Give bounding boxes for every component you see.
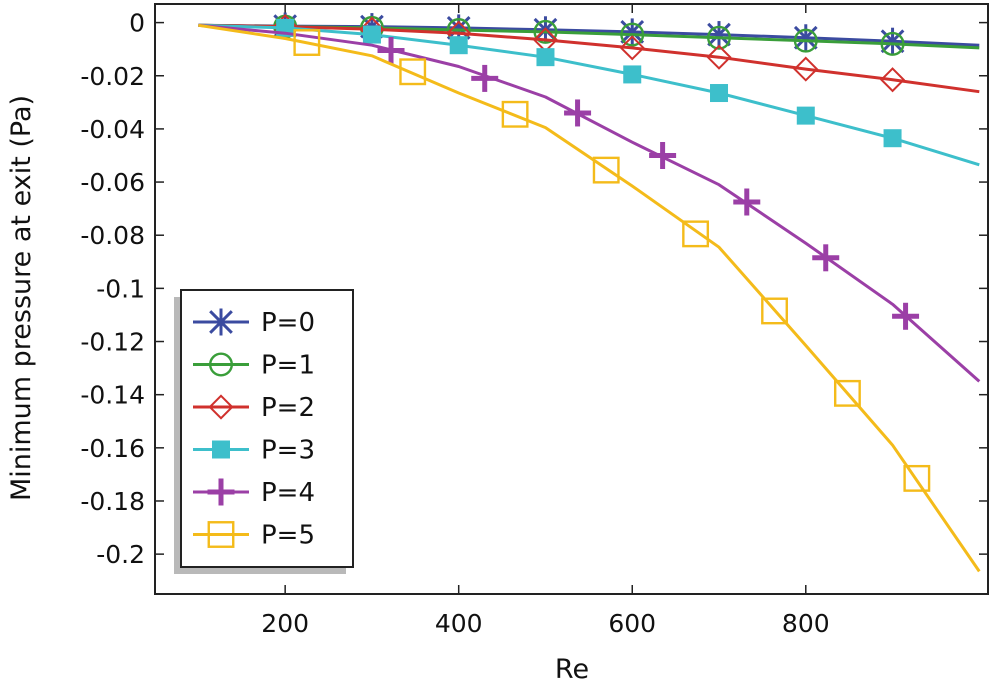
series-line — [198, 23, 980, 94]
y-tick-label: -0.14 — [80, 381, 145, 410]
y-axis-label: Minimum pressure at exit (Pa) — [6, 95, 37, 501]
series-marker — [707, 25, 732, 50]
legend-label: P=0 — [261, 308, 315, 338]
series-p-4 — [198, 23, 981, 383]
x-tick-label: 400 — [435, 609, 483, 638]
series-marker — [592, 156, 620, 184]
series-marker — [362, 25, 381, 44]
legend-item: P=0 — [193, 308, 315, 338]
series-marker — [501, 100, 529, 128]
series-marker — [207, 521, 235, 548]
legend-label: P=2 — [261, 393, 315, 423]
legend-label: P=4 — [261, 478, 315, 508]
series-group — [198, 12, 981, 573]
series-marker — [212, 440, 230, 459]
series-marker — [710, 84, 729, 103]
y-tick-label: -0.08 — [80, 221, 145, 250]
y-tick-label: -0.1 — [96, 274, 145, 303]
series-marker — [449, 36, 468, 55]
y-tick-label: -0.12 — [80, 328, 145, 357]
series-marker — [796, 106, 815, 125]
series-line — [198, 23, 981, 383]
x-axis-label: Re — [555, 654, 589, 685]
legend-item: P=5 — [193, 521, 315, 551]
series-p-3 — [198, 18, 980, 167]
series-marker — [619, 35, 645, 61]
series-marker — [533, 19, 558, 44]
y-tick-label: -0.06 — [80, 168, 145, 197]
series-marker — [879, 67, 906, 93]
series-marker — [761, 297, 788, 325]
series-marker — [682, 220, 710, 248]
axes: 200 400 600 800 0 -0.02 -0.04 -0.06 -0.08 -0.1 -0.… — [80, 4, 988, 638]
legend-item: P=4 — [193, 478, 315, 508]
y-tick-label: -0.18 — [80, 487, 145, 516]
legend-label: P=3 — [261, 436, 315, 466]
series-marker — [208, 352, 233, 377]
x-tick-label: 200 — [261, 609, 309, 638]
series-line — [198, 23, 980, 167]
legend-box — [180, 289, 354, 568]
series-marker — [903, 464, 931, 492]
series-marker — [883, 129, 902, 148]
y-tick-label: 0 — [129, 9, 145, 38]
series-marker — [208, 394, 234, 420]
series-line — [198, 23, 981, 573]
series-marker — [623, 65, 642, 84]
series-marker — [793, 28, 818, 53]
series-marker — [536, 48, 555, 67]
series-marker — [833, 379, 861, 407]
legend: P=0 P=1 P=2 P=3 P=4 P=5 — [174, 289, 354, 574]
y-tick-label: -0.2 — [96, 540, 145, 569]
series-marker — [880, 31, 905, 56]
series-marker — [620, 22, 645, 47]
y-tick-label: -0.04 — [80, 115, 145, 144]
y-tick-label: -0.02 — [80, 62, 145, 91]
y-tick-label: -0.16 — [80, 434, 145, 463]
series-marker — [793, 56, 819, 82]
x-tick-label: 800 — [782, 609, 830, 638]
legend-label: P=1 — [261, 351, 315, 381]
legend-item: P=1 — [193, 351, 315, 381]
legend-item: P=3 — [193, 436, 315, 466]
series-marker — [399, 58, 427, 86]
series-marker — [706, 44, 732, 70]
series-p-5 — [198, 23, 981, 573]
series-marker — [293, 29, 321, 56]
legend-item: P=2 — [193, 393, 315, 423]
x-tick-label: 600 — [608, 609, 656, 638]
legend-label: P=5 — [261, 521, 315, 551]
